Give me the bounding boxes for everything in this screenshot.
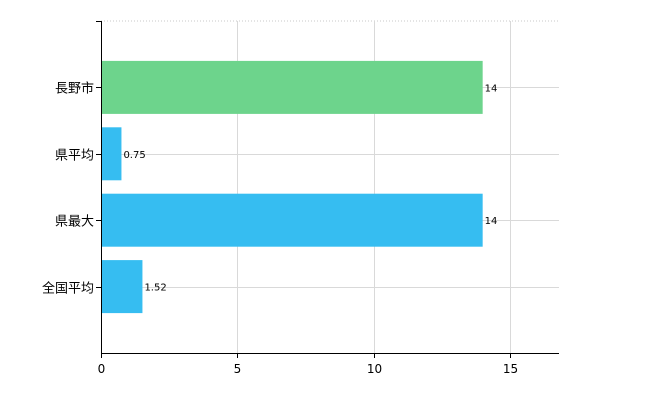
bar-1 [101, 127, 122, 181]
bar-2 [101, 193, 483, 247]
data-label-2: 14 [485, 216, 498, 227]
data-label-0: 14 [485, 83, 498, 94]
x-tick-label-2: 10 [367, 362, 382, 376]
data-label-3: 1.52 [144, 283, 166, 294]
x-tick-label-1: 5 [234, 362, 242, 376]
category-label-2: 県最大 [55, 215, 94, 230]
x-tick-label-3: 15 [503, 362, 518, 376]
bar-0 [101, 60, 483, 114]
data-label-1: 0.75 [123, 150, 145, 161]
category-label-1: 県平均 [55, 149, 94, 164]
category-label-3: 全国平均 [42, 281, 94, 297]
bar-3 [101, 260, 143, 314]
category-label-0: 長野市 [55, 81, 94, 97]
x-tick-label-0: 0 [98, 362, 106, 376]
